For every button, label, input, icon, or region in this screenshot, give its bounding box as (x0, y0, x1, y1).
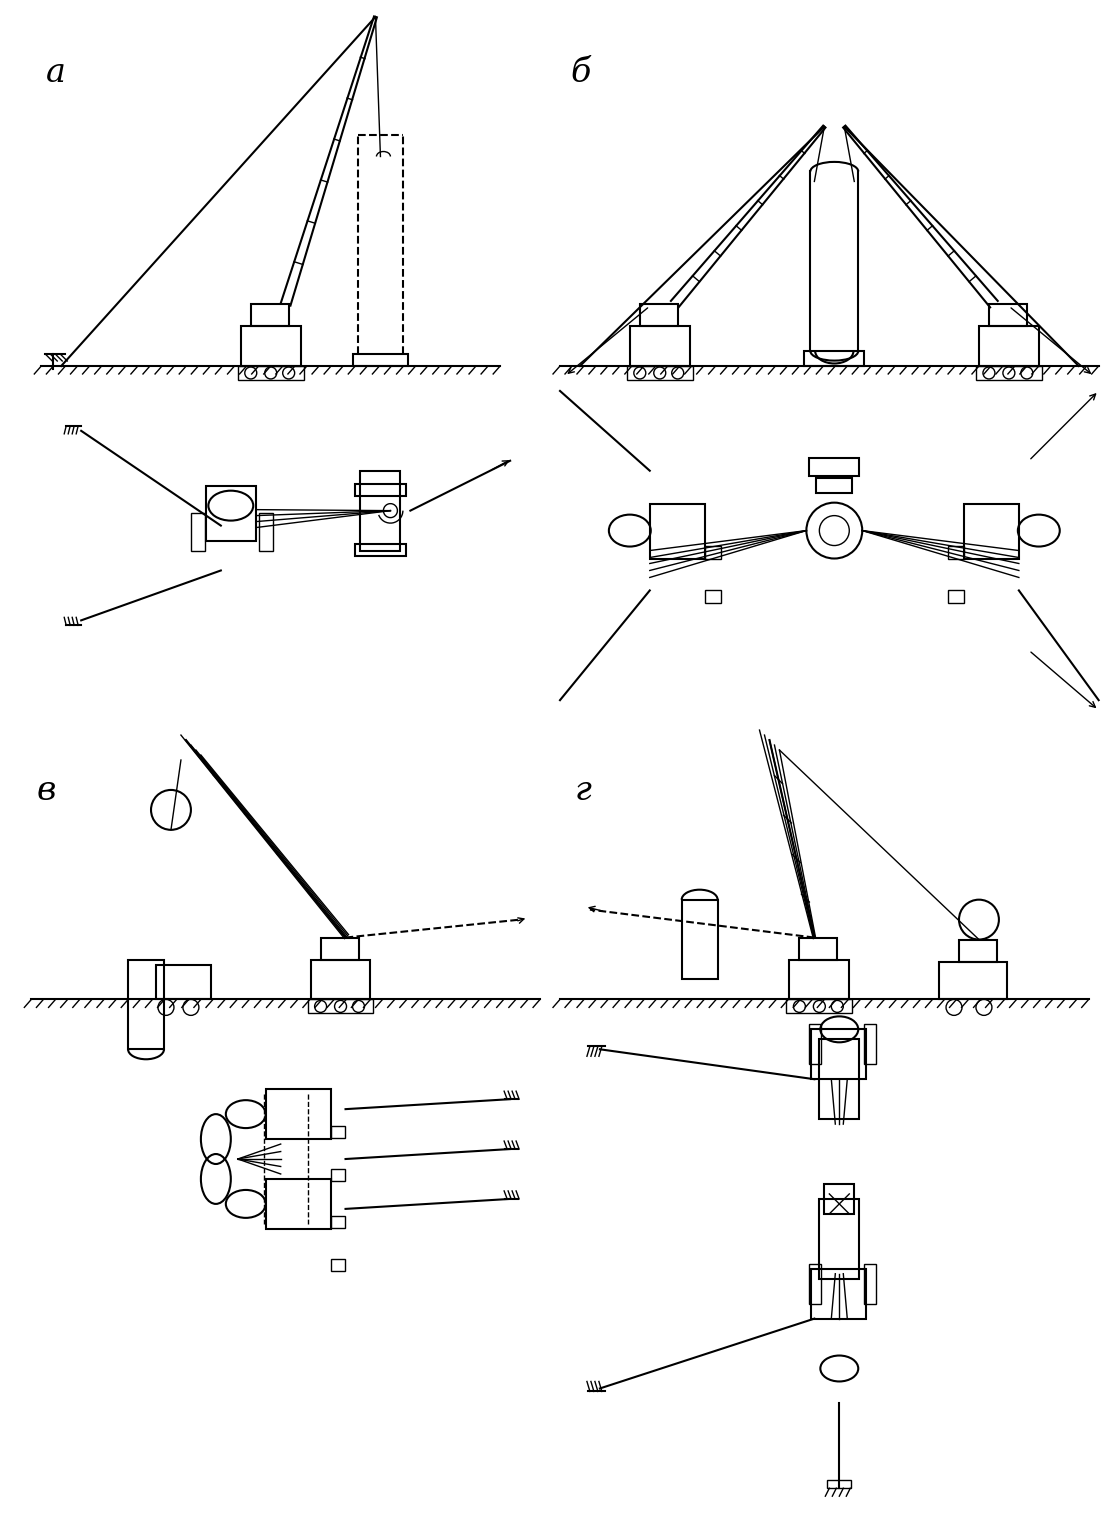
Bar (827, 1481, 852, 1488)
Bar (819, 1199, 859, 1279)
Bar (128, 960, 164, 1050)
Bar (681, 900, 717, 979)
Bar (705, 590, 721, 604)
Bar (948, 545, 963, 559)
Bar (355, 544, 406, 556)
Bar (989, 304, 1027, 325)
Bar (809, 1264, 821, 1303)
Bar (650, 504, 705, 559)
Bar (627, 367, 693, 380)
Bar (206, 486, 256, 541)
Bar (864, 1264, 876, 1303)
Bar (789, 960, 849, 999)
Bar (819, 1039, 859, 1118)
Bar (979, 325, 1038, 367)
Bar (311, 960, 370, 999)
Bar (809, 458, 859, 475)
Bar (817, 478, 853, 492)
Bar (330, 1126, 345, 1138)
Text: а: а (46, 57, 66, 89)
Bar (360, 471, 401, 550)
Bar (811, 1030, 866, 1079)
Bar (265, 1089, 330, 1138)
Text: б: б (570, 57, 591, 89)
Bar (705, 545, 721, 559)
Bar (330, 1216, 345, 1229)
Bar (330, 1169, 345, 1181)
Bar (963, 504, 1019, 559)
Bar (630, 325, 689, 367)
Bar (156, 964, 210, 999)
Bar (238, 367, 303, 380)
Bar (241, 325, 301, 367)
Bar (352, 354, 408, 367)
Bar (809, 1024, 821, 1065)
Bar (308, 999, 374, 1013)
Bar (805, 351, 864, 367)
Bar (640, 304, 678, 325)
Bar (825, 1184, 854, 1213)
Bar (251, 304, 289, 325)
Text: г: г (575, 775, 592, 807)
Bar (939, 961, 1007, 999)
Bar (811, 1268, 866, 1319)
Bar (330, 1259, 345, 1271)
Bar (265, 1180, 330, 1229)
Bar (321, 938, 358, 960)
Bar (864, 1024, 876, 1065)
Bar (787, 999, 853, 1013)
Bar (959, 940, 997, 961)
Bar (258, 512, 273, 550)
Text: в: в (36, 775, 56, 807)
Bar (948, 590, 963, 604)
Bar (976, 367, 1042, 380)
Bar (799, 938, 837, 960)
Bar (355, 484, 406, 495)
Bar (191, 512, 205, 550)
